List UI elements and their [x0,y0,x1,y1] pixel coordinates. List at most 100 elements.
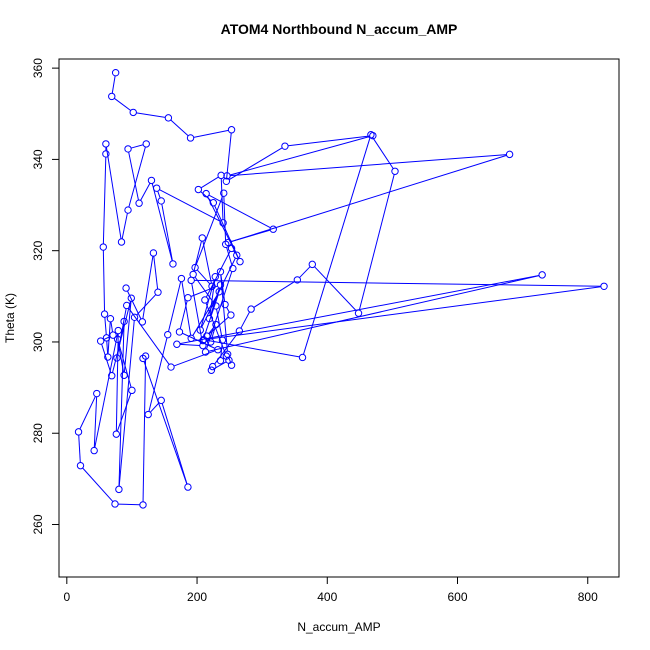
data-point [99,243,107,251]
data-point [236,257,244,266]
data-point [308,260,317,269]
data-point [196,326,205,334]
x-tick-label: 0 [63,590,70,604]
series-segment [209,287,220,316]
data-point [222,352,231,360]
series-segment [136,294,157,316]
y-tick-label: 260 [31,514,45,534]
data-point [247,305,255,313]
series-segment [206,271,233,350]
data-point [199,341,207,350]
data-point [298,353,307,362]
data-point [111,500,119,508]
data-point [217,171,225,180]
series-segment [193,240,202,272]
data-point [106,314,115,323]
series-segment [214,205,240,259]
data-point [157,396,165,405]
data-point [211,272,219,281]
series-segment [200,176,219,189]
data-point [100,310,109,318]
data-point [104,353,112,361]
data-point [111,68,120,77]
series-segment [136,112,166,118]
series-segment [107,321,111,354]
series-segment [182,332,216,349]
series-segment [179,274,540,345]
series-segment [226,247,233,266]
data-point [209,199,218,207]
series-segment [130,144,144,149]
series-segment [102,157,107,244]
data-point [120,317,128,326]
data-point [108,92,116,101]
series-segment [228,147,283,181]
data-point [164,330,172,339]
series-segment [168,281,182,332]
series-segment [208,275,540,352]
series-segment [240,311,251,329]
data-point [149,249,158,257]
data-point [208,362,217,371]
data-point [219,219,227,227]
data-point [144,410,152,419]
data-point [187,334,195,343]
data-point [215,288,223,296]
data-point [96,337,105,345]
data-point [538,271,546,279]
x-tick-label: 400 [317,590,337,604]
data-point [194,185,203,194]
series-segment [103,336,111,341]
data-point [130,313,139,322]
data-point [221,300,229,309]
series-segment [226,307,230,313]
data-point [216,356,225,365]
data-point [129,108,137,117]
data-point [229,264,237,273]
data-point [227,244,236,253]
series-segment [223,196,227,242]
data-point [212,320,220,329]
data-point [223,172,231,180]
data-point [135,199,143,207]
data-point [198,234,206,242]
data-point [367,131,375,139]
series-segment [231,154,507,242]
data-point [102,334,111,342]
data-point [122,284,130,292]
data-point [214,346,222,354]
series-segment [207,196,240,259]
data-point [269,225,277,233]
series-segment [220,178,224,220]
series-segment [106,341,109,354]
data-point [207,366,216,374]
series-segment [194,276,215,304]
series-group [74,68,608,509]
x-tick-label: 200 [187,590,207,604]
data-point [202,189,210,198]
series-segment [161,403,188,485]
series-segment [128,146,146,208]
data-point [222,177,231,186]
series-segment [157,191,161,199]
data-point [167,363,175,371]
data-point [184,293,192,302]
series-segment [148,337,168,412]
series-segment [101,343,112,373]
data-point [199,336,207,345]
series-segment [202,240,212,284]
data-point [138,318,147,326]
series-segment [153,256,159,290]
series-segment [372,137,394,169]
series-segment [231,229,271,243]
data-point [233,251,241,259]
y-tick-label: 300 [31,332,45,352]
series-segment [200,191,212,202]
series-segment [123,301,132,373]
series-segment [180,343,200,346]
series-segment [194,279,601,287]
data-point [120,371,128,379]
data-point [218,336,227,344]
data-point [201,296,209,304]
